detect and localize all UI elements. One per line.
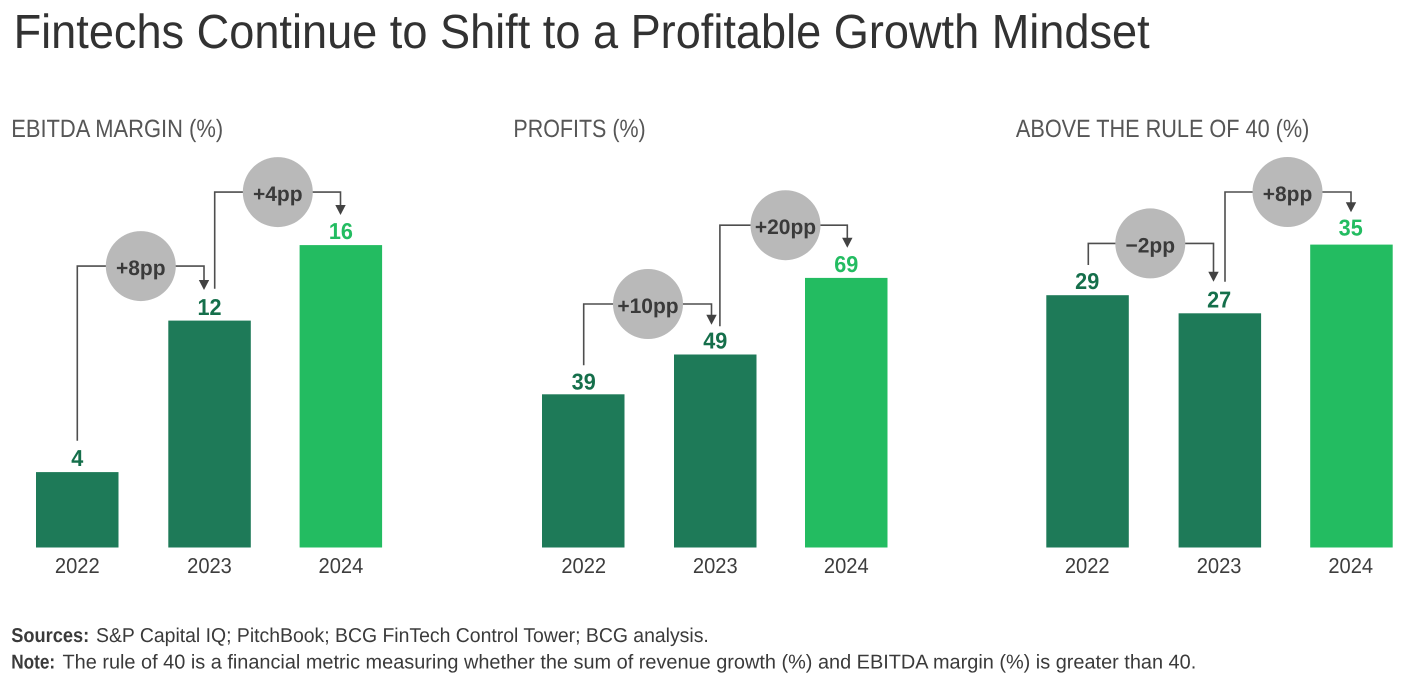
svg-text:−2pp: −2pp [1125,234,1175,257]
svg-text:2024: 2024 [1328,554,1373,578]
svg-text:4: 4 [71,445,83,471]
svg-text:2022: 2022 [561,554,606,578]
svg-text:2022: 2022 [1065,554,1110,578]
svg-text:2022: 2022 [55,554,100,578]
svg-text:ABOVE THE RULE OF 40 (%): ABOVE THE RULE OF 40 (%) [1016,115,1309,143]
svg-text:Note:: Note: [11,652,55,674]
svg-text:27: 27 [1207,287,1231,313]
svg-text:+8pp: +8pp [116,257,166,280]
svg-text:Fintechs Continue to Shift to: Fintechs Continue to Shift to a Profitab… [14,6,1150,59]
svg-text:The rule of 40 is a financial: The rule of 40 is a financial metric mea… [63,652,1197,674]
svg-text:2023: 2023 [1197,554,1242,578]
svg-text:39: 39 [572,369,596,395]
svg-text:2023: 2023 [187,554,232,578]
svg-text:EBITDA MARGIN (%): EBITDA MARGIN (%) [11,115,223,143]
svg-text:+4pp: +4pp [253,183,303,206]
svg-text:S&P Capital IQ; PitchBook; BCG: S&P Capital IQ; PitchBook; BCG FinTech C… [96,625,709,647]
svg-text:69: 69 [834,251,858,277]
svg-text:+10pp: +10pp [617,295,678,318]
svg-text:+20pp: +20pp [755,216,816,239]
svg-text:2024: 2024 [824,554,869,578]
svg-text:2024: 2024 [319,554,364,578]
svg-text:29: 29 [1075,268,1099,294]
svg-text:35: 35 [1339,214,1363,240]
svg-text:12: 12 [197,294,221,320]
svg-text:49: 49 [703,328,727,354]
svg-text:+8pp: +8pp [1263,183,1313,206]
svg-text:2023: 2023 [693,554,738,578]
svg-text:PROFITS (%): PROFITS (%) [513,115,645,143]
svg-text:16: 16 [329,218,353,244]
svg-text:Sources:: Sources: [11,625,89,647]
